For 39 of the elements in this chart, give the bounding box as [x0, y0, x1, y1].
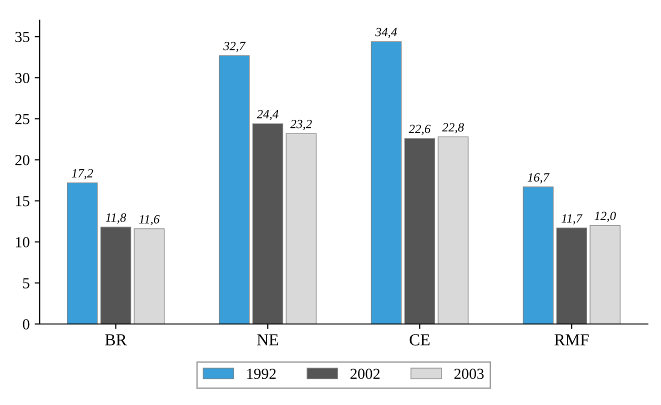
data-label: 22,6 — [408, 124, 431, 135]
x-tick-label: RMF — [554, 334, 589, 346]
data-label: 34,4 — [375, 28, 397, 38]
bar — [100, 226, 132, 324]
data-label: 12,0 — [594, 212, 616, 222]
x-tick-label: CE — [410, 334, 430, 346]
legend-label: 2003 — [454, 368, 484, 379]
bar — [370, 41, 402, 324]
data-label: 24,4 — [256, 110, 278, 120]
bar — [218, 55, 250, 324]
y-tick-label: 20 — [15, 154, 30, 166]
y-tick-label: 15 — [16, 196, 30, 206]
bar — [286, 133, 317, 324]
bar — [134, 228, 165, 324]
y-tick-label: 35 — [15, 32, 30, 42]
bar — [590, 225, 620, 324]
bar — [522, 186, 554, 324]
data-label: 11,7 — [562, 214, 583, 224]
data-label: 23,2 — [290, 120, 312, 130]
bar — [252, 123, 284, 324]
bar — [556, 228, 588, 324]
bar — [404, 138, 436, 324]
y-tick-label: 25 — [15, 114, 30, 124]
data-label: 17,2 — [72, 169, 94, 180]
data-label: 11,6 — [139, 215, 160, 226]
data-label: 32,7 — [223, 42, 246, 52]
y-tick-label: 5 — [23, 278, 30, 288]
bar — [66, 182, 98, 324]
data-label: 22,8 — [442, 123, 464, 134]
x-tick-label: NE — [257, 334, 278, 346]
y-tick-label: 0 — [22, 319, 30, 330]
x-tick-label: BR — [105, 334, 127, 346]
legend-label: 1992 — [247, 368, 276, 379]
y-tick-label: 10 — [16, 237, 30, 248]
legend-label: 2002 — [350, 368, 380, 379]
data-label: 11,8 — [106, 213, 126, 224]
y-tick-label: 30 — [15, 72, 30, 84]
data-label: 16,7 — [528, 173, 550, 184]
bar — [438, 136, 469, 324]
